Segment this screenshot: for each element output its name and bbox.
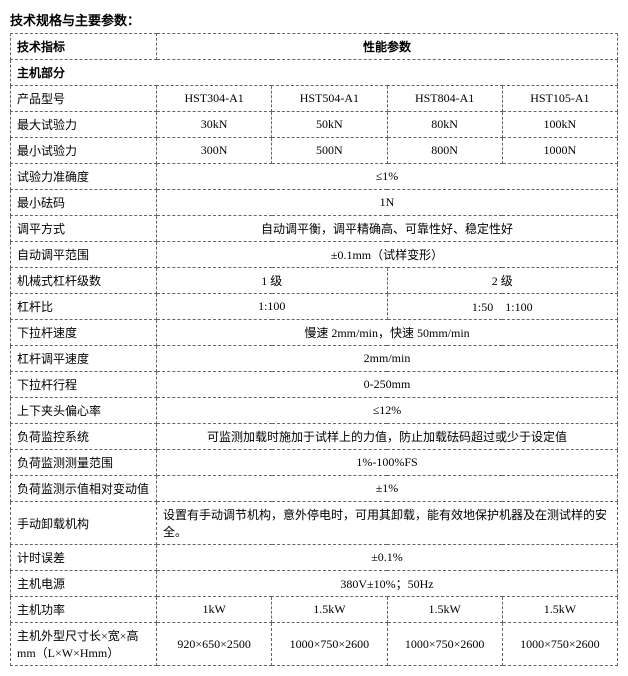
row-loadmonitor: 负荷监控系统 可监测加载时施加于试样上的力值，防止加载砝码超过或少于设定值 (11, 424, 618, 450)
cell-value: ≤1% (157, 164, 618, 190)
cell-value: ±0.1mm（试样变形） (157, 242, 618, 268)
cell-value: HST504-A1 (272, 86, 387, 112)
cell-value: ±1% (157, 476, 618, 502)
cell-value: 920×650×2500 (157, 623, 272, 666)
cell-value: 1000×750×2600 (387, 623, 502, 666)
cell-label: 上下夹头偏心率 (11, 398, 157, 424)
cell-value: 2mm/min (157, 346, 618, 372)
cell-value: 1000N (502, 138, 617, 164)
cell-label: 最小试验力 (11, 138, 157, 164)
section-label: 主机部分 (11, 60, 618, 86)
cell-value: 慢速 2mm/min，快速 50mm/min (157, 320, 618, 346)
cell-value: 500N (272, 138, 387, 164)
row-power: 主机电源 380V±10%；50Hz (11, 571, 618, 597)
row-maxforce: 最大试验力 30kN 50kN 80kN 100kN (11, 112, 618, 138)
header-col2: 性能参数 (157, 34, 618, 60)
cell-value: HST804-A1 (387, 86, 502, 112)
cell-value: 300N (157, 138, 272, 164)
row-timeerr: 计时误差 ±0.1% (11, 545, 618, 571)
cell-label: 试验力准确度 (11, 164, 157, 190)
cell-label: 主机功率 (11, 597, 157, 623)
cell-value: 1.5kW (272, 597, 387, 623)
cell-label: 手动卸载机构 (11, 502, 157, 545)
cell-value: 1:100 (157, 294, 388, 320)
header-col1: 技术指标 (11, 34, 157, 60)
cell-value: 1000×750×2600 (272, 623, 387, 666)
cell-label: 主机电源 (11, 571, 157, 597)
cell-label: 产品型号 (11, 86, 157, 112)
row-loadrange: 负荷监测测量范围 1%-100%FS (11, 450, 618, 476)
cell-value: 800N (387, 138, 502, 164)
cell-label: 计时误差 (11, 545, 157, 571)
cell-value: 30kN (157, 112, 272, 138)
row-autolevel: 自动调平范围 ±0.1mm（试样变形） (11, 242, 618, 268)
cell-value: 1.5kW (387, 597, 502, 623)
table-header: 技术指标 性能参数 (11, 34, 618, 60)
row-loadrelvar: 负荷监测示值相对变动值 ±1% (11, 476, 618, 502)
cell-label: 杠杆调平速度 (11, 346, 157, 372)
row-leverratio: 杠杆比 1:100 1:50 1:100 (11, 294, 618, 320)
cell-label: 下拉杆速度 (11, 320, 157, 346)
cell-label: 负荷监测测量范围 (11, 450, 157, 476)
row-pullstroke: 下拉杆行程 0-250mm (11, 372, 618, 398)
cell-value: HST105-A1 (502, 86, 617, 112)
cell-value: 0-250mm (157, 372, 618, 398)
cell-label: 最小砝码 (11, 190, 157, 216)
cell-label: 主机外型尺寸长×宽×高mm（L×W×Hmm） (11, 623, 157, 666)
row-pullspeed: 下拉杆速度 慢速 2mm/min，快速 50mm/min (11, 320, 618, 346)
cell-label: 下拉杆行程 (11, 372, 157, 398)
cell-label: 自动调平范围 (11, 242, 157, 268)
cell-label: 负荷监控系统 (11, 424, 157, 450)
row-leveradjspeed: 杠杆调平速度 2mm/min (11, 346, 618, 372)
cell-label: 调平方式 (11, 216, 157, 242)
cell-value: 50kN (272, 112, 387, 138)
cell-value: 1kW (157, 597, 272, 623)
cell-value: 可监测加载时施加于试样上的力值，防止加载砝码超过或少于设定值 (157, 424, 618, 450)
cell-value: 1%-100%FS (157, 450, 618, 476)
row-levergrade: 机械式杠杆级数 1 级 2 级 (11, 268, 618, 294)
cell-value: 1 级 (157, 268, 388, 294)
row-model: 产品型号 HST304-A1 HST504-A1 HST804-A1 HST10… (11, 86, 618, 112)
cell-value: 1.5kW (502, 597, 617, 623)
cell-value: 自动调平衡，调平精确高、可靠性好、稳定性好 (157, 216, 618, 242)
row-minforce: 最小试验力 300N 500N 800N 1000N (11, 138, 618, 164)
cell-value: 380V±10%；50Hz (157, 571, 618, 597)
row-unload: 手动卸载机构 设置有手动调节机构，意外停电时，可用其卸载，能有效地保护机器及在测… (11, 502, 618, 545)
cell-value: 1N (157, 190, 618, 216)
cell-label: 最大试验力 (11, 112, 157, 138)
row-eccentric: 上下夹头偏心率 ≤12% (11, 398, 618, 424)
cell-value: 2 级 (387, 268, 618, 294)
section-host: 主机部分 (11, 60, 618, 86)
cell-value: 1000×750×2600 (502, 623, 617, 666)
spec-table: 技术指标 性能参数 主机部分 产品型号 HST304-A1 HST504-A1 … (10, 33, 618, 666)
row-levelmethod: 调平方式 自动调平衡，调平精确高、可靠性好、稳定性好 (11, 216, 618, 242)
cell-label: 机械式杠杆级数 (11, 268, 157, 294)
row-mainpower: 主机功率 1kW 1.5kW 1.5kW 1.5kW (11, 597, 618, 623)
cell-value: 1:50 1:100 (387, 294, 618, 320)
cell-label: 杠杆比 (11, 294, 157, 320)
cell-value: HST304-A1 (157, 86, 272, 112)
cell-value: 设置有手动调节机构，意外停电时，可用其卸载，能有效地保护机器及在测试样的安全。 (157, 502, 618, 545)
page-title: 技术规格与主要参数： (10, 10, 618, 29)
cell-value: ≤12% (157, 398, 618, 424)
cell-value: ±0.1% (157, 545, 618, 571)
row-size: 主机外型尺寸长×宽×高mm（L×W×Hmm） 920×650×2500 1000… (11, 623, 618, 666)
row-accuracy: 试验力准确度 ≤1% (11, 164, 618, 190)
cell-label: 负荷监测示值相对变动值 (11, 476, 157, 502)
row-minweight: 最小砝码 1N (11, 190, 618, 216)
cell-value: 80kN (387, 112, 502, 138)
cell-value: 100kN (502, 112, 617, 138)
